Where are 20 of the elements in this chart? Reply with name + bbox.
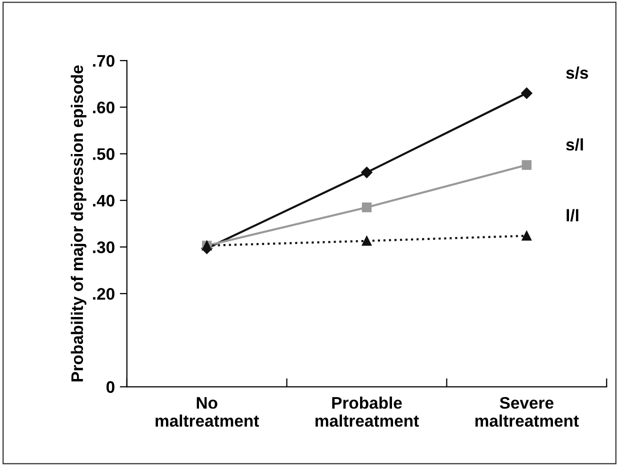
point — [522, 160, 532, 170]
y-tick-label: .60 — [93, 102, 114, 114]
y-tick-label: .40 — [93, 194, 114, 207]
y-tick-label: .50 — [93, 148, 114, 160]
point — [522, 230, 532, 241]
x-tick-label: No maltreatment — [156, 397, 259, 427]
text: s/s — [566, 66, 588, 79]
y-tick-label: .30 — [93, 241, 114, 254]
y-tick-label: .20 — [93, 288, 114, 300]
x-tick-label: Severe maltreatment — [475, 397, 579, 427]
text: l/l — [566, 209, 578, 222]
point — [362, 202, 372, 212]
text: s/l — [566, 138, 583, 151]
point — [521, 88, 532, 99]
x-tick-label: Probable maltreatment — [316, 396, 419, 427]
y-tick-label: 0 — [106, 381, 114, 393]
point — [362, 236, 372, 246]
y-tick-label: .70 — [93, 54, 114, 67]
point — [361, 166, 372, 178]
y-axis-title: Probability of major depression episode — [70, 65, 86, 382]
